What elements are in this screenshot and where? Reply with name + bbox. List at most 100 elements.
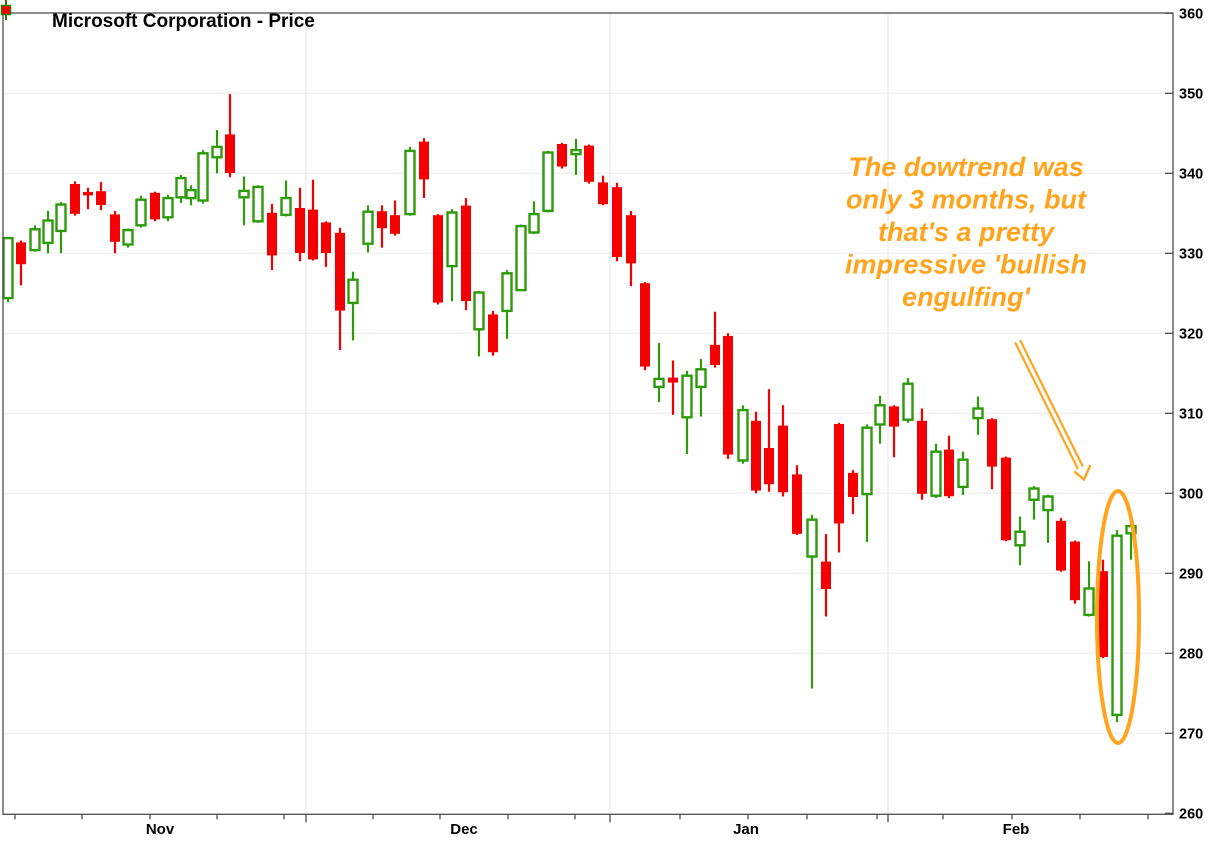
candle-body-up — [737, 408, 749, 462]
candle-body-up — [1014, 530, 1026, 547]
month-label: Dec — [450, 821, 478, 838]
candle-body-up — [902, 382, 914, 421]
month-label: Nov — [146, 821, 175, 838]
candle-body-down — [267, 212, 277, 256]
candle-body-up — [473, 291, 485, 331]
candle-body-down — [419, 141, 429, 180]
candle-body-up — [972, 407, 984, 420]
candle-body-up — [695, 368, 707, 389]
candle-body-down — [668, 377, 678, 383]
candle-body-up — [528, 212, 540, 234]
candle-body-up — [1083, 587, 1095, 617]
candle-body-down — [987, 419, 997, 467]
candle-body-down — [433, 215, 443, 303]
y-axis-label: 350 — [1179, 86, 1203, 102]
candle-body-up — [404, 149, 416, 216]
callout-arrow-head — [1073, 464, 1092, 482]
candle-body-up — [162, 196, 174, 219]
y-axis-label: 330 — [1179, 246, 1203, 262]
candle-body-down — [1098, 571, 1108, 658]
bullish-engulfing-ellipse — [1095, 489, 1141, 745]
candle-body-down — [16, 242, 26, 265]
annotation-line: impressive 'bullish — [845, 250, 1087, 280]
month-label: Feb — [1003, 821, 1030, 838]
candle-body-down — [626, 215, 636, 264]
candle-body-down — [488, 314, 498, 353]
candle-body-down — [295, 208, 305, 253]
candle-body-down — [377, 211, 387, 229]
candle-body-down — [751, 420, 761, 491]
candle-body-up — [1028, 487, 1040, 501]
candle-body-down — [598, 182, 608, 205]
candle-body-up — [29, 228, 41, 252]
y-axis-label: 260 — [1179, 806, 1203, 822]
candle-body-up — [446, 211, 458, 268]
candle-body-up — [861, 426, 873, 496]
candle-body-up — [280, 196, 292, 217]
candle-body-down — [834, 424, 844, 524]
candle-body-down — [792, 474, 802, 534]
candle-body-up — [185, 188, 197, 200]
y-axis-label: 320 — [1179, 326, 1203, 342]
candle-body-up — [55, 203, 67, 233]
candle-body-up — [570, 148, 582, 156]
candle-body-down — [70, 184, 80, 214]
candle-body-down — [1001, 457, 1011, 541]
candle-body-down — [461, 205, 471, 302]
candle-body-down — [110, 214, 120, 242]
candle-body-up — [874, 404, 886, 426]
candle-body-down — [640, 283, 650, 367]
candle-body-down — [335, 232, 345, 311]
annotation-line: only 3 months, but — [846, 185, 1087, 215]
candle-body-up — [175, 176, 187, 199]
candle-body-up — [542, 151, 554, 213]
candlestick-legend-icon — [0, 0, 12, 20]
candle-body-down — [764, 448, 774, 485]
candle-body-down — [848, 472, 858, 497]
candle-body-up — [1111, 534, 1123, 717]
candle-body-down — [584, 145, 594, 182]
candle-body-up — [347, 278, 359, 305]
annotation-line: engulfing' — [902, 282, 1031, 312]
candle-body-down — [917, 420, 927, 494]
candle-body-down — [1056, 520, 1066, 571]
candle-body-up — [252, 185, 264, 223]
callout-arrow-shaft — [1014, 342, 1079, 470]
chart-title: Microsoft Corporation - Price — [52, 11, 315, 32]
candle-body-down — [821, 561, 831, 589]
candle-body-down — [889, 406, 899, 427]
candle-body-down — [390, 215, 400, 234]
candle-body-down — [612, 187, 622, 257]
candle-body-down — [723, 336, 733, 455]
candle-body-up — [957, 458, 969, 489]
candle-body-down — [308, 209, 318, 260]
candle-body-down — [83, 192, 93, 196]
candle-body-up — [681, 374, 693, 419]
candle-body-up — [501, 272, 513, 313]
candle-body-up — [362, 210, 374, 245]
candle-body-up — [135, 198, 147, 227]
y-axis-label: 340 — [1179, 166, 1203, 182]
candle-body-down — [710, 344, 720, 365]
candle-body-down — [1070, 541, 1080, 601]
candle-body-down — [150, 192, 160, 220]
candle-body-up — [806, 518, 818, 558]
candle-body-up — [1042, 495, 1054, 512]
candle-body-up — [653, 377, 665, 389]
candle-body-down — [944, 449, 954, 497]
annotation-line: that's a pretty — [878, 217, 1056, 247]
candle-body-up — [122, 228, 134, 246]
y-axis-label: 300 — [1179, 486, 1203, 502]
y-axis-label: 280 — [1179, 646, 1203, 662]
y-axis-label: 360 — [1179, 6, 1203, 22]
candle-body-down — [557, 144, 567, 167]
candle-body-down — [778, 425, 788, 493]
annotation-line: The dowtrend was — [848, 152, 1084, 182]
candle-body-up — [515, 224, 527, 292]
callout-arrow-shaft — [1019, 339, 1084, 467]
candle-body-down — [321, 222, 331, 253]
candle-body-up — [238, 189, 250, 199]
y-axis-label: 310 — [1179, 406, 1203, 422]
